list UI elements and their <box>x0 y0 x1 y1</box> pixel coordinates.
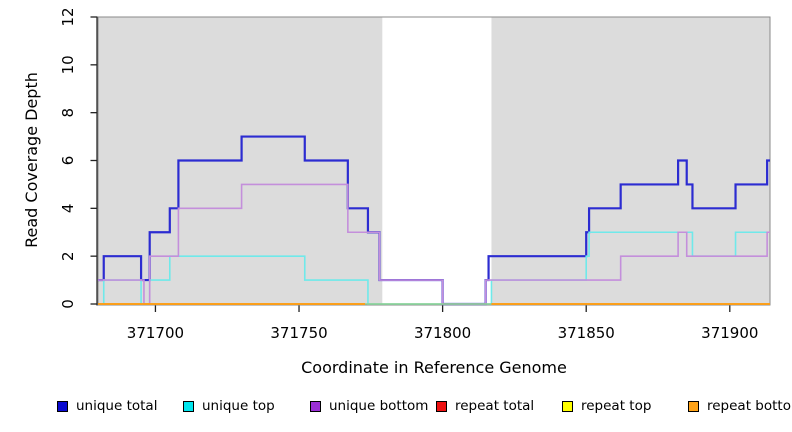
legend-item-repeat-bottom: repeat bottom <box>688 393 792 419</box>
gap-band <box>382 17 492 305</box>
legend-label: unique top <box>202 398 275 414</box>
x-tick-label: 371700 <box>127 324 184 342</box>
legend-label: unique bottom <box>329 398 429 414</box>
unique-top-swatch <box>183 400 194 412</box>
y-axis-title: Read Coverage Depth <box>22 72 41 248</box>
legend-label: repeat total <box>455 398 535 414</box>
y-tick-label: 0 <box>59 299 77 309</box>
legend-label: repeat bottom <box>707 398 792 414</box>
legend-item-repeat-total: repeat total <box>436 393 534 419</box>
unique-total-swatch <box>57 400 68 412</box>
legend-item-repeat-top: repeat top <box>562 393 651 419</box>
legend-item-unique-top: unique top <box>183 393 275 419</box>
y-tick-label: 6 <box>59 156 77 166</box>
x-tick-label: 371800 <box>414 324 471 342</box>
x-tick-label: 371900 <box>701 324 758 342</box>
y-tick-label: 8 <box>59 108 77 118</box>
series-unique-top <box>98 231 770 305</box>
y-tick-label: 4 <box>59 204 77 214</box>
x-axis-title: Coordinate in Reference Genome <box>301 358 567 377</box>
x-tick-label: 371850 <box>558 324 615 342</box>
y-tick-label: 10 <box>59 55 77 74</box>
y-tick-label: 12 <box>59 7 77 26</box>
repeat-bottom-swatch <box>688 400 699 412</box>
repeat-top-swatch <box>562 400 573 412</box>
legend-label: unique total <box>76 398 158 414</box>
unique-bottom-swatch <box>310 400 321 412</box>
x-tick-label: 371750 <box>270 324 327 342</box>
series-unique-bottom <box>98 183 770 305</box>
legend-label: repeat top <box>581 398 652 414</box>
legend-item-unique-bottom: unique bottom <box>310 393 428 419</box>
legend: unique total unique top unique bottom repea… <box>0 393 792 419</box>
legend-item-unique-total: unique total <box>57 393 157 419</box>
repeat-total-swatch <box>436 400 447 412</box>
y-tick-label: 2 <box>59 251 77 261</box>
